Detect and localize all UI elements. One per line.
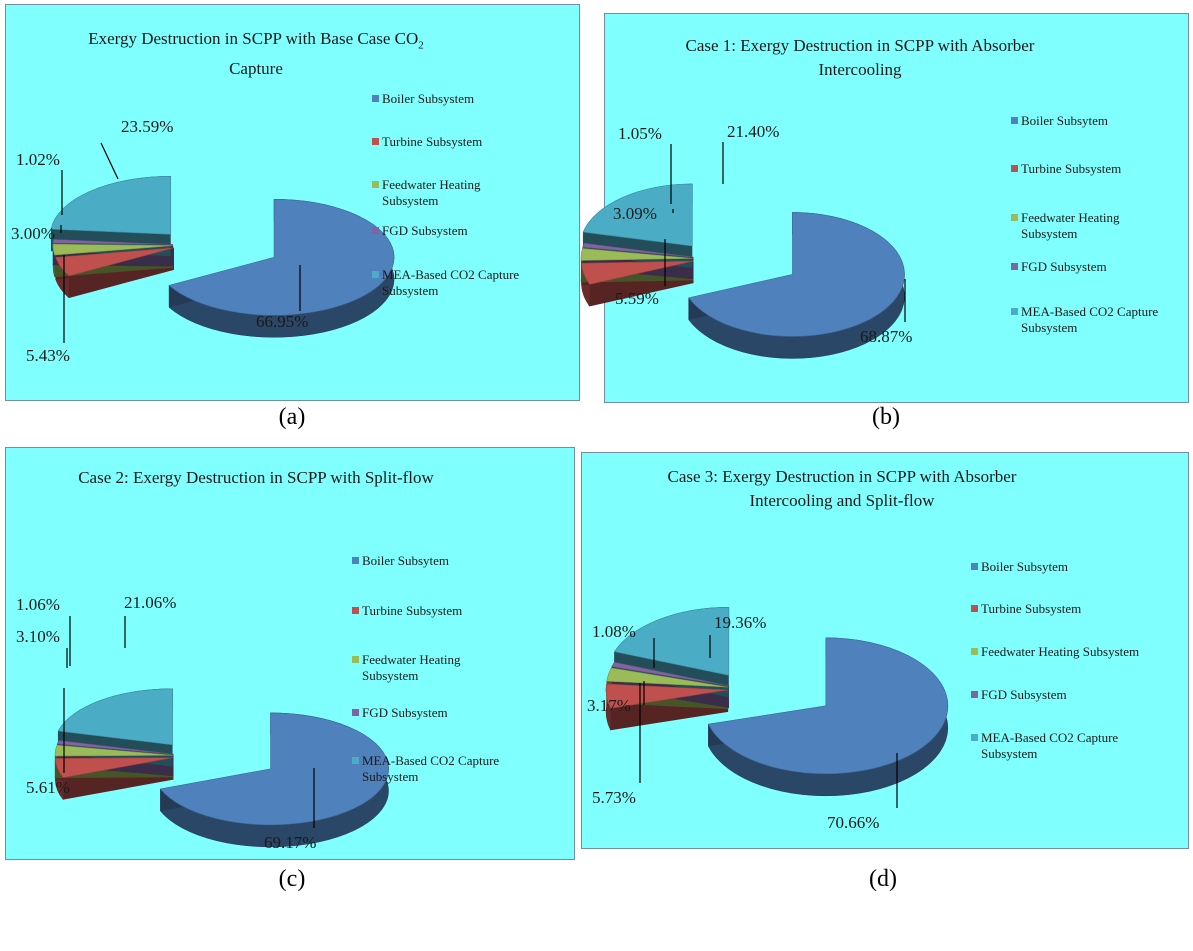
legend-swatch-boiler <box>1011 117 1018 124</box>
data-label-mea: 21.06% <box>124 593 176 612</box>
legend-label-turbine: Turbine Subsystem <box>981 601 1082 616</box>
legend-label-mea: MEA-Based CO2 Capture Subsystem <box>382 267 520 298</box>
legend-swatch-boiler <box>971 563 978 570</box>
pie-slice-fgd <box>52 239 174 245</box>
pie-slice-boiler <box>707 637 949 775</box>
chart-title-b: Case 1: Exergy Destruction in SCPP with … <box>685 36 1035 79</box>
pie-slice-mea <box>57 688 173 746</box>
legend-swatch-turbine <box>372 138 379 145</box>
data-label-feedwater: 3.17% <box>587 696 631 715</box>
pie-slice-boiler <box>168 198 395 316</box>
legend-swatch-turbine <box>352 607 359 614</box>
chart-title-d: Case 3: Exergy Destruction in SCPP with … <box>667 467 1017 510</box>
pie-slice-mea <box>613 606 730 676</box>
legend-label-fgd: FGD Subsystem <box>1021 259 1107 274</box>
chart-panel-a: Exergy Destruction in SCPP with Base Cas… <box>5 4 580 401</box>
legend-swatch-mea <box>971 734 978 741</box>
legend-label-boiler: Boiler Subsystem <box>382 91 475 106</box>
legend-swatch-mea <box>352 757 359 764</box>
chart-panel-d: Case 3: Exergy Destruction in SCPP with … <box>581 452 1189 849</box>
caption-d: (d) <box>869 866 897 892</box>
legend-label-fgd: FGD Subsystem <box>362 705 448 720</box>
legend-swatch-feedwater <box>971 648 978 655</box>
pie-slice-mea <box>582 183 693 247</box>
legend-label-boiler: Boiler Subsytem <box>981 559 1069 574</box>
data-label-boiler: 69.17% <box>264 833 316 852</box>
data-label-fgd: 1.06% <box>16 595 60 614</box>
leader-line-mea <box>100 142 119 180</box>
caption-b: (b) <box>872 404 900 430</box>
legend-label-feedwater: Feedwater Heating Subsystem <box>362 652 461 683</box>
data-label-turbine: 5.61% <box>26 778 70 797</box>
legend-swatch-fgd <box>971 691 978 698</box>
legend-label-turbine: Turbine Subsystem <box>1021 161 1122 176</box>
pie-slice-turbine <box>605 683 729 709</box>
legend-swatch-turbine <box>1011 165 1018 172</box>
legend-label-feedwater: Feedwater Heating Subsystem <box>382 177 481 208</box>
legend-label-turbine: Turbine Subsystem <box>362 603 463 618</box>
pie-slice-fgd <box>611 661 729 687</box>
pie-slice-boiler <box>159 712 389 826</box>
legend-swatch-turbine <box>971 605 978 612</box>
pie-chart-b: 68.87% 5.59% 3.09% 1.05% 21.40% <box>580 122 912 359</box>
legend-label-boiler: Boiler Subsytem <box>362 553 450 568</box>
legend-swatch-mea <box>372 271 379 278</box>
data-label-mea: 21.40% <box>727 122 779 141</box>
data-label-turbine: 5.59% <box>615 289 659 308</box>
legend-swatch-fgd <box>352 709 359 716</box>
data-label-feedwater: 3.00% <box>11 224 55 243</box>
legend-label-fgd: FGD Subsystem <box>981 687 1067 702</box>
pie-slice-mea <box>50 176 172 235</box>
legend-swatch-fgd <box>1011 263 1018 270</box>
pie-chart-d: 70.66% 5.73% 3.17% 1.08% 19.36% <box>587 606 949 832</box>
chart-title-c: Case 2: Exergy Destruction in SCPP with … <box>78 468 434 487</box>
data-label-feedwater: 3.09% <box>613 204 657 223</box>
data-label-boiler: 70.66% <box>827 813 879 832</box>
legend-label-mea: MEA-Based CO2 Capture Subsystem <box>362 753 500 784</box>
data-label-fgd: 1.05% <box>618 124 662 143</box>
caption-a: (a) <box>278 404 306 430</box>
data-label-boiler: 66.95% <box>256 312 308 331</box>
chart-title-a-main: Exergy Destruction in SCPP with Base Cas… <box>88 29 419 48</box>
legend-swatch-boiler <box>352 557 359 564</box>
legend-label-boiler: Boiler Subsytem <box>1021 113 1109 128</box>
pie-slice-feedwater <box>606 667 729 688</box>
pie-slice-turbine <box>55 247 175 277</box>
legend-swatch-feedwater <box>1011 214 1018 221</box>
chart-title-a-sub: 2 <box>418 39 424 52</box>
pie-chart-a: 66.95% 5.43% 3.00% 1.02% 23.59% <box>11 117 395 365</box>
data-label-mea: 19.36% <box>714 613 766 632</box>
pie-chart-c: 69.17% 5.61% 3.10% 1.06% 21.06% <box>16 593 389 852</box>
data-label-turbine: 5.73% <box>592 788 636 807</box>
legend-swatch-boiler <box>372 95 379 102</box>
data-label-turbine: 5.43% <box>26 346 70 365</box>
caption-c: (c) <box>278 866 306 892</box>
pie-slice-fgd <box>582 242 694 258</box>
pie-slice-boiler <box>688 212 905 337</box>
pie-slice-turbine <box>55 757 174 778</box>
chart-panel-b: Case 1: Exergy Destruction in SCPP with … <box>580 13 1189 403</box>
legend-swatch-mea <box>1011 308 1018 315</box>
legend-label-fgd: FGD Subsystem <box>382 223 468 238</box>
pie-slice-feedwater <box>54 744 174 757</box>
chart-title-a-end: Capture <box>229 59 283 79</box>
data-label-mea: 23.59% <box>121 117 173 136</box>
legend-label-mea: MEA-Based CO2 Capture Subsystem <box>981 730 1119 761</box>
legend-label-feedwater: Feedwater Heating Subsystem <box>1021 210 1120 241</box>
legend-label-feedwater: Feedwater Heating Subsystem <box>981 644 1140 659</box>
chart-panel-c: Case 2: Exergy Destruction in SCPP with … <box>5 447 575 860</box>
data-label-feedwater: 3.10% <box>16 627 60 646</box>
pie-slice-feedwater <box>52 243 174 256</box>
chart-title-a: Exergy Destruction in SCPP with Base Cas… <box>46 27 466 81</box>
data-label-boiler: 68.87% <box>860 327 912 346</box>
pie-slice-fgd <box>56 740 174 755</box>
legend-swatch-fgd <box>372 227 379 234</box>
data-label-fgd: 1.02% <box>16 150 60 169</box>
legend-swatch-feedwater <box>352 656 359 663</box>
data-label-fgd: 1.08% <box>592 622 636 641</box>
legend-swatch-feedwater <box>372 181 379 188</box>
legend-label-mea: MEA-Based CO2 Capture Subsystem <box>1021 304 1159 335</box>
legend-label-turbine: Turbine Subsystem <box>382 134 483 149</box>
